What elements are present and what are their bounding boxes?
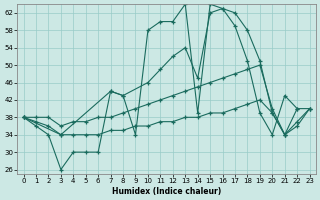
X-axis label: Humidex (Indice chaleur): Humidex (Indice chaleur) xyxy=(112,187,221,196)
